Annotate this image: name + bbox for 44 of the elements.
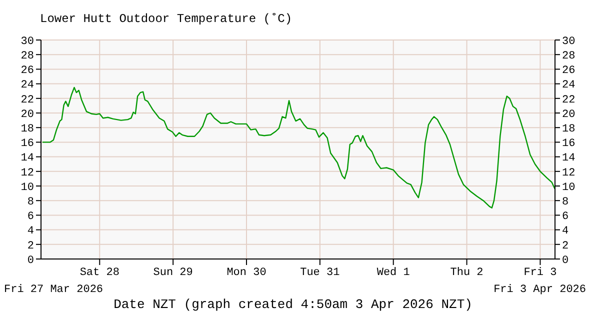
- y2-tick-label: 24: [562, 80, 576, 92]
- y-tick-label: 2: [27, 240, 34, 252]
- y2-tick-label: 16: [562, 138, 576, 150]
- y-tick-label: 14: [20, 152, 34, 165]
- x-tick-label: Wed 1: [376, 267, 410, 279]
- y-tick-label: 26: [20, 65, 34, 78]
- y-tick-label: 4: [27, 226, 34, 238]
- y2-tick-label: 4: [562, 226, 569, 238]
- y-tick-label: 20: [20, 108, 34, 121]
- y2-tick-label: 26: [562, 65, 576, 78]
- y2-tick-label: 12: [562, 167, 576, 180]
- x-tick-label: Sun 29: [153, 267, 193, 279]
- y-tick-label: 6: [27, 211, 34, 224]
- y-tick-label: 0: [27, 254, 34, 267]
- y-tick-label: 8: [27, 196, 34, 208]
- y2-tick-label: 2: [562, 240, 569, 252]
- y2-tick-label: 14: [562, 152, 576, 165]
- x-tick-label: Thu 2: [450, 267, 484, 279]
- text: Fri 27 Mar 2026: [4, 284, 104, 296]
- y-tick-label: 10: [20, 182, 34, 194]
- y2-tick-label: 10: [562, 182, 576, 194]
- x-tick-label: Fri 3: [524, 267, 557, 279]
- y-tick-label: 18: [20, 123, 34, 136]
- y-tick-label: 22: [20, 94, 34, 106]
- y2-tick-label: 28: [562, 50, 576, 62]
- x-tick-label: Sat 28: [80, 267, 120, 279]
- y-tick-label: 24: [20, 80, 34, 92]
- y2-tick-label: 30: [562, 36, 576, 48]
- y-tick-label: 12: [20, 167, 34, 180]
- y2-tick-label: 8: [562, 196, 569, 208]
- x-tick-label: Mon 30: [226, 267, 266, 279]
- y2-tick-label: 20: [562, 108, 576, 121]
- x-axis-title: Date NZT (graph created 4:50am 3 Apr 2026 NZT): [114, 297, 472, 312]
- y2-tick-label: 6: [562, 211, 569, 224]
- y2-tick-label: 22: [562, 94, 576, 106]
- x-tick-label: Tue 31: [300, 267, 340, 279]
- y2-tick-label: 18: [562, 123, 576, 136]
- y-tick-label: 30: [20, 36, 34, 48]
- y2-tick-label: 0: [562, 254, 569, 267]
- y-tick-label: 28: [20, 50, 34, 62]
- y-tick-label: 16: [20, 138, 34, 150]
- text: Fri 3 Apr 2026: [494, 284, 586, 296]
- line-series: [42, 86, 556, 208]
- chart-title: Lower Hutt Outdoor Temperature (˚C): [40, 12, 292, 26]
